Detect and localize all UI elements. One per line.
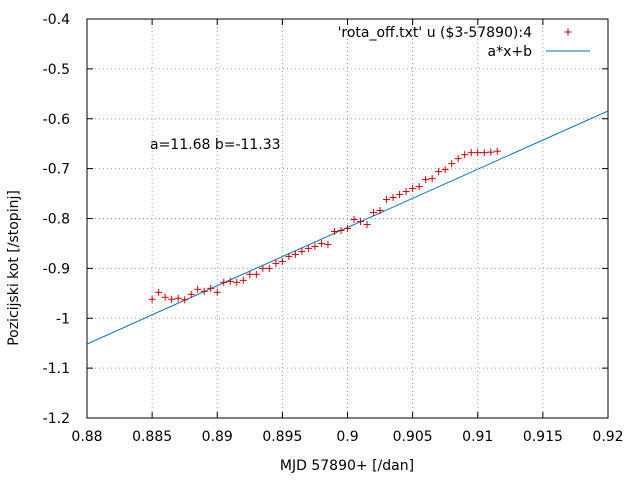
data-point: [304, 244, 312, 252]
data-point: [480, 149, 488, 157]
x-tick-label: 0.92: [592, 429, 623, 445]
data-point: [272, 259, 280, 267]
x-tick-label: 0.91: [462, 429, 493, 445]
data-point: [454, 155, 462, 163]
data-point: [350, 215, 358, 223]
y-tick-label: -1.1: [43, 361, 70, 377]
data-point: [467, 149, 475, 157]
data-point: [396, 191, 404, 199]
x-tick-label: 0.9: [336, 429, 358, 445]
data-point: [317, 239, 325, 247]
data-point: [207, 284, 215, 292]
data-point: [220, 278, 228, 286]
legend-label-fit: a*x+b: [488, 44, 533, 60]
data-point: [213, 288, 221, 296]
x-tick-label: 0.905: [393, 429, 433, 445]
data-point: [181, 296, 189, 304]
data-point: [174, 294, 182, 302]
x-tick-label: 0.88: [71, 429, 102, 445]
data-point: [441, 166, 449, 174]
data-point: [330, 227, 338, 235]
grid: [87, 19, 608, 418]
data-point: [487, 148, 495, 156]
data-point: [324, 240, 332, 248]
y-tick-label: -0.4: [43, 12, 70, 28]
data-point: [435, 168, 443, 176]
x-axis-label: MJD 57890+ [/dan]: [280, 458, 414, 474]
data-point: [376, 207, 384, 215]
y-tick-label: -1.2: [43, 411, 70, 427]
data-point: [415, 183, 423, 191]
data-point: [148, 295, 156, 303]
data-point: [259, 264, 267, 272]
legend-label-data: 'rota_off.txt' u ($3-57890):4: [338, 25, 533, 41]
y-tick-label: -0.8: [43, 212, 70, 228]
y-tick-label: -0.9: [43, 261, 70, 277]
data-point: [337, 226, 345, 234]
data-point: [389, 194, 397, 202]
data-point: [402, 188, 410, 196]
data-point: [291, 250, 299, 258]
fit-annotation: a=11.68 b=-11.33: [150, 137, 281, 153]
data-point: [428, 175, 436, 183]
data-point: [233, 278, 241, 286]
x-tick-label: 0.89: [202, 429, 233, 445]
data-point: [239, 276, 247, 284]
x-tick-label: 0.895: [262, 429, 302, 445]
data-point: [187, 290, 195, 298]
data-point: [357, 217, 365, 225]
y-axis-label: Pozicijski kot [/stopinj]: [6, 190, 22, 346]
legend-marker-data: [564, 28, 572, 36]
y-tick-label: -0.5: [43, 62, 70, 78]
data-point: [285, 252, 293, 260]
data-point: [200, 287, 208, 295]
data-point: [493, 147, 501, 155]
ticks: 0.88 0.885 0.89 0.895 0.9 0.905 0.91 0.915 0.92 -…: [43, 12, 624, 445]
x-tick-label: 0.885: [132, 429, 172, 445]
data-point: [383, 196, 391, 204]
data-point: [161, 293, 169, 301]
data-point: [278, 257, 286, 265]
y-tick-label: -0.7: [43, 162, 70, 178]
data-point: [448, 160, 456, 168]
data-point: [155, 288, 163, 296]
data-point: [409, 185, 417, 193]
data-point: [194, 285, 202, 293]
y-tick-label: -0.6: [43, 112, 70, 128]
data-point: [474, 149, 482, 157]
data-point: [226, 277, 234, 285]
data-point: [370, 209, 378, 217]
data-point: [168, 295, 176, 303]
data-point: [298, 247, 306, 255]
data-point: [246, 270, 254, 278]
data-point: [265, 264, 273, 272]
series: [87, 110, 608, 345]
data-point: [461, 151, 469, 159]
x-tick-label: 0.915: [523, 429, 563, 445]
data-point: [344, 224, 351, 232]
data-point: [252, 270, 260, 278]
y-tick-label: -1: [56, 311, 70, 327]
data-point: [422, 176, 430, 184]
legend: 'rota_off.txt' u ($3-57890):4 a*x+b: [338, 25, 590, 60]
data-point: [311, 242, 319, 250]
data-point: [363, 220, 371, 228]
